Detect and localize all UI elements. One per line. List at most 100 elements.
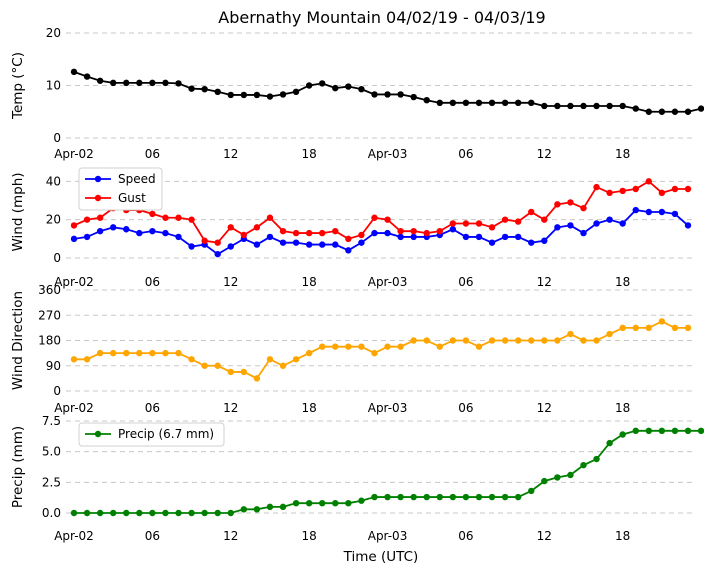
y-axis-label: Precip (mm): [10, 426, 26, 508]
x-tick-label: Apr-03: [368, 147, 408, 161]
data-point: [371, 493, 378, 501]
data-point: [136, 79, 143, 87]
data-point: [384, 91, 391, 98]
data-point: [423, 337, 430, 344]
data-point: [70, 222, 78, 229]
legend-label: Speed: [118, 172, 156, 186]
data-point: [70, 68, 78, 76]
x-tick-label: Apr-03: [368, 275, 408, 289]
data-point: [175, 214, 182, 221]
x-tick-label: 12: [537, 275, 552, 289]
data-point: [371, 229, 378, 237]
y-tick-label: 40: [46, 174, 61, 188]
data-point: [567, 330, 574, 338]
data-point: [501, 99, 509, 107]
x-tick-label: 06: [458, 401, 473, 415]
data-point: [410, 493, 417, 501]
data-point: [227, 224, 234, 231]
data-point: [305, 241, 313, 248]
x-tick-label: 06: [145, 147, 160, 161]
data-point: [214, 362, 221, 369]
data-point: [475, 220, 483, 227]
data-point: [214, 509, 221, 517]
data-point: [671, 185, 679, 193]
data-point: [136, 229, 143, 237]
data-point: [606, 330, 613, 338]
x-tick-label: 18: [302, 529, 317, 543]
data-point: [162, 214, 169, 221]
data-point: [358, 85, 365, 93]
data-point: [253, 241, 261, 248]
data-point: [514, 218, 522, 225]
x-tick-label: 06: [145, 529, 160, 543]
data-point: [188, 216, 195, 223]
legend-label: Gust: [118, 191, 146, 205]
data-point: [83, 233, 91, 241]
data-point: [449, 99, 457, 107]
data-point: [279, 227, 287, 235]
data-point: [109, 349, 117, 357]
x-tick-label: 18: [615, 401, 630, 415]
y-tick-label: 2.5: [42, 475, 61, 489]
data-point: [606, 216, 613, 223]
data-point: [345, 247, 352, 254]
data-point: [332, 241, 339, 248]
data-point: [593, 337, 600, 344]
data-point: [384, 216, 391, 223]
data-point: [501, 216, 509, 223]
data-point: [201, 85, 208, 93]
data-point: [645, 427, 653, 435]
data-point: [345, 235, 352, 243]
x-tick-label: 12: [223, 401, 238, 415]
data-point: [319, 80, 326, 87]
chart-title: Abernathy Mountain 04/02/19 - 04/03/19: [218, 8, 546, 27]
data-point: [606, 439, 613, 447]
data-point: [319, 343, 326, 350]
data-point: [554, 102, 561, 110]
data-point: [410, 233, 417, 241]
data-point: [567, 222, 574, 229]
data-point: [149, 349, 156, 357]
data-point: [332, 499, 339, 507]
data-point: [423, 493, 430, 501]
data-point: [162, 79, 169, 87]
data-point: [475, 99, 483, 107]
data-point: [188, 243, 195, 250]
x-axis-label: Time (UTC): [343, 549, 419, 565]
x-tick-label: 06: [145, 401, 160, 415]
data-point: [253, 224, 261, 231]
data-point: [96, 349, 104, 357]
y-axis-label: Wind Direction: [10, 291, 26, 390]
data-point: [658, 208, 666, 216]
data-point: [397, 233, 404, 241]
data-point: [541, 237, 548, 244]
data-point: [606, 189, 613, 197]
y-tick-label: 20: [46, 213, 61, 227]
data-point: [96, 509, 104, 517]
data-point: [83, 73, 91, 80]
data-point: [292, 88, 300, 96]
data-point: [279, 91, 287, 98]
data-point: [488, 337, 496, 344]
data-point: [70, 235, 78, 243]
data-point: [697, 427, 704, 435]
data-point: [305, 82, 313, 89]
data-point: [358, 231, 365, 239]
data-point: [501, 337, 509, 344]
data-point: [410, 93, 417, 101]
data-point: [279, 362, 287, 369]
data-point: [123, 79, 130, 87]
legend-marker: [94, 194, 102, 202]
data-point: [580, 461, 587, 469]
data-point: [567, 199, 574, 206]
data-point: [514, 337, 522, 344]
data-point: [462, 99, 470, 107]
data-point: [371, 91, 378, 98]
x-tick-label: 12: [537, 529, 552, 543]
legend-marker: [94, 175, 102, 183]
data-point: [488, 239, 496, 246]
data-point: [266, 93, 274, 100]
data-point: [83, 509, 91, 517]
data-point: [188, 85, 195, 92]
data-point: [632, 206, 639, 214]
